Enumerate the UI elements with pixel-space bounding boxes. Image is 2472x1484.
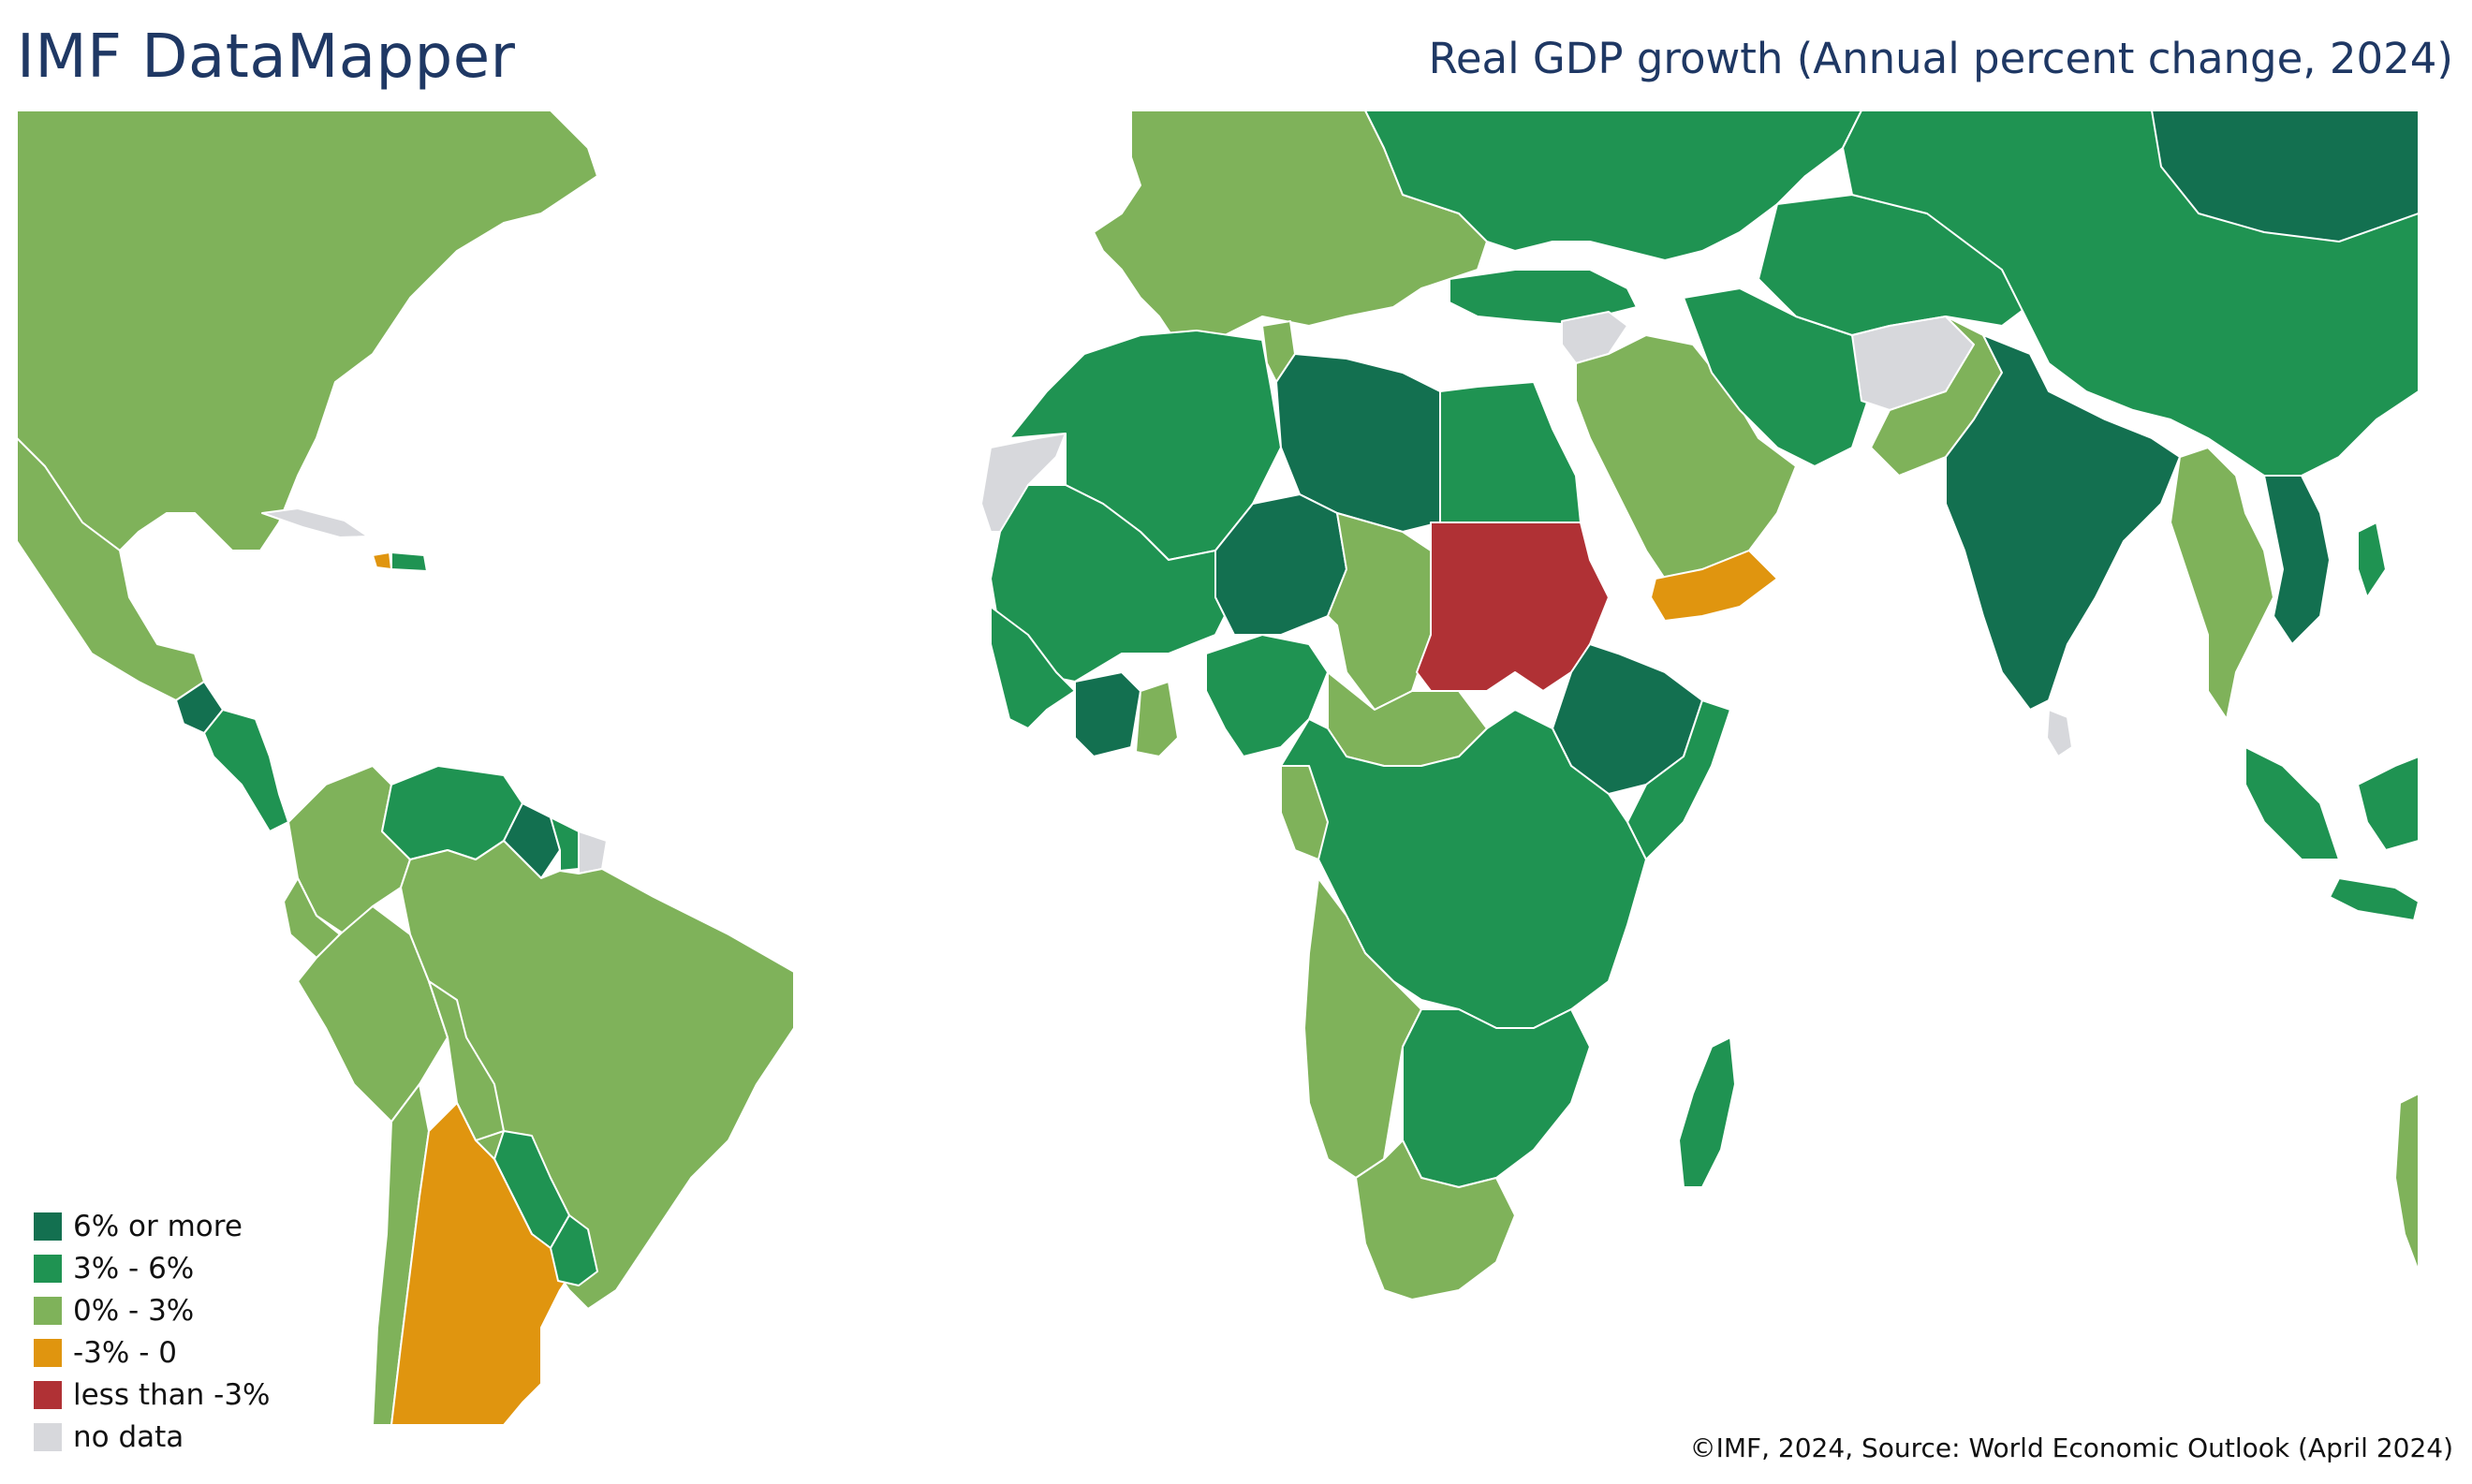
legend-swatch	[34, 1212, 62, 1241]
legend-label: no data	[73, 1419, 184, 1454]
region-mexico[interactable]	[17, 437, 205, 701]
region-india[interactable]	[1945, 334, 2181, 711]
region-russia[interactable]	[1364, 110, 1862, 261]
legend-label: 0% - 3%	[73, 1293, 195, 1328]
region-philippines[interactable]	[2357, 522, 2387, 598]
region-nigeria[interactable]	[1205, 634, 1329, 757]
map-svg[interactable]	[17, 110, 2419, 1425]
region-sudan[interactable]	[1416, 522, 1610, 692]
region-suriname[interactable]	[550, 816, 580, 872]
legend-swatch	[34, 1296, 62, 1325]
source-credit: ©IMF, 2024, Source: World Economic Outlo…	[1689, 1433, 2453, 1463]
legend-label: 3% - 6%	[73, 1251, 195, 1286]
region-central-east-africa[interactable]	[1280, 709, 1647, 1029]
region-madagascar[interactable]	[1678, 1036, 1736, 1188]
region-myanmar-thailand[interactable]	[2170, 447, 2274, 720]
legend-label: -3% - 0	[73, 1335, 177, 1370]
region-peru[interactable]	[297, 905, 449, 1123]
legend-item-minus-3-to-0[interactable]: -3% - 0	[34, 1331, 271, 1374]
region-west-africa-coast[interactable]	[990, 606, 1076, 729]
legend-swatch	[34, 1254, 62, 1283]
legend-item-6-or-more[interactable]: 6% or more	[34, 1205, 271, 1247]
region-indonesia[interactable]	[2244, 746, 2419, 921]
region-central-america[interactable]	[203, 709, 289, 832]
region-uruguay[interactable]	[550, 1214, 598, 1286]
region-french-guiana[interactable]	[578, 830, 608, 874]
legend-swatch	[34, 1422, 62, 1451]
region-north-america[interactable]	[17, 110, 598, 551]
region-gabon[interactable]	[1280, 765, 1329, 860]
legend-item-no-data[interactable]: no data	[34, 1416, 271, 1458]
region-haiti[interactable]	[372, 551, 392, 570]
legend-item-less-than-minus-3[interactable]: less than -3%	[34, 1374, 271, 1416]
region-iran[interactable]	[1683, 287, 1872, 467]
region-australia[interactable]	[2394, 1093, 2419, 1272]
brand-title: IMF DataMapper	[17, 22, 516, 92]
legend-label: 6% or more	[73, 1209, 243, 1243]
region-southern-africa[interactable]	[1402, 1008, 1591, 1188]
region-cambodia-vietnam[interactable]	[2263, 475, 2331, 645]
indicator-title[interactable]: Real GDP growth (Annual percent change, …	[1428, 34, 2453, 83]
region-dominican-republic[interactable]	[390, 551, 428, 572]
legend-label: less than -3%	[73, 1377, 271, 1412]
region-cote-divoire[interactable]	[1074, 671, 1141, 757]
region-angola-namibia[interactable]	[1303, 877, 1422, 1179]
region-argentina[interactable]	[390, 1102, 580, 1425]
legend-item-3-to-6[interactable]: 3% - 6%	[34, 1247, 271, 1289]
legend-swatch	[34, 1380, 62, 1409]
legend-item-0-to-3[interactable]: 0% - 3%	[34, 1289, 271, 1331]
region-yemen[interactable]	[1650, 550, 1778, 622]
region-egypt[interactable]	[1439, 381, 1582, 523]
region-mongolia[interactable]	[2151, 110, 2419, 242]
map-legend: 6% or more 3% - 6% 0% - 3% -3% - 0 less …	[34, 1205, 271, 1458]
region-ghana[interactable]	[1135, 681, 1179, 757]
region-south-africa[interactable]	[1355, 1139, 1516, 1300]
region-sri-lanka[interactable]	[2046, 709, 2073, 757]
region-chad[interactable]	[1327, 512, 1432, 711]
world-map[interactable]	[17, 110, 2419, 1425]
region-cuba[interactable]	[261, 507, 369, 538]
legend-swatch	[34, 1338, 62, 1367]
